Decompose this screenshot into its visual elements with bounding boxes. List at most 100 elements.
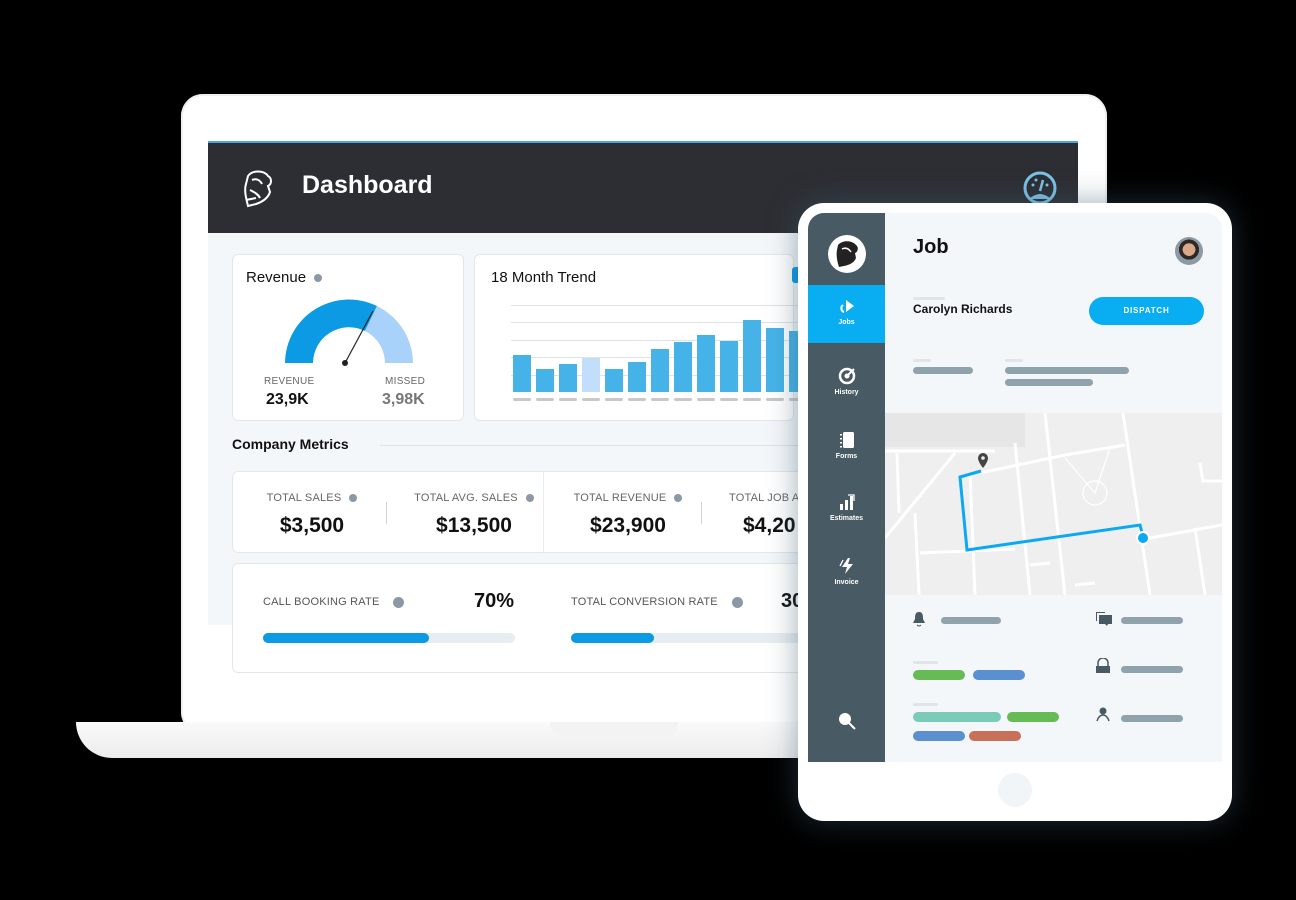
sidebar-item-estimates[interactable]: Estimates xyxy=(808,481,885,539)
chart-bar[interactable] xyxy=(582,358,600,392)
metric-total-sales: TOTAL SALES $3,500 xyxy=(257,492,367,538)
metric-label: TOTAL JOB AV xyxy=(729,492,807,504)
placeholder-pill xyxy=(1121,666,1183,673)
chart-bar[interactable] xyxy=(674,342,692,392)
placeholder-line xyxy=(1005,359,1023,362)
tag-green xyxy=(913,670,965,680)
revenue-gauge xyxy=(285,299,413,366)
map-pin-icon xyxy=(978,453,988,468)
chart-bar[interactable] xyxy=(628,362,646,392)
info-icon[interactable] xyxy=(674,494,683,503)
sidebar-item-label: Jobs xyxy=(838,319,855,326)
call-booking-rate-value: 70% xyxy=(474,590,515,612)
placeholder-pill xyxy=(941,617,1001,624)
tablet-frame: Jobs History Forms Estimates Invoice Job xyxy=(798,203,1232,821)
info-icon[interactable] xyxy=(525,494,534,503)
conversion-progress xyxy=(571,633,823,643)
placeholder-pill xyxy=(913,367,973,374)
divider xyxy=(701,502,702,524)
revenue-card-title: Revenue xyxy=(246,269,323,286)
tablet-home-button[interactable] xyxy=(998,773,1032,807)
tag-red xyxy=(969,731,1021,741)
tablet-sidebar: Jobs History Forms Estimates Invoice xyxy=(808,213,885,762)
placeholder-pill xyxy=(1005,379,1093,386)
chart-bar[interactable] xyxy=(605,368,623,392)
tag-blue xyxy=(973,670,1025,680)
progress-fill xyxy=(571,633,655,643)
brand-logo-icon[interactable] xyxy=(828,235,866,273)
placeholder-line xyxy=(913,703,938,706)
speedometer-icon[interactable] xyxy=(1023,171,1057,205)
sidebar-item-label: Invoice xyxy=(834,579,859,586)
tag-green xyxy=(1007,712,1059,722)
revenue-card: Revenue REVENUE 23,9K MISSED 3,98K xyxy=(232,254,464,421)
lock-icon[interactable] xyxy=(1095,658,1111,674)
chart-bar[interactable] xyxy=(697,334,715,392)
metric-total-job-avg: TOTAL JOB AV $4,20 xyxy=(729,492,849,538)
x-tick xyxy=(559,398,577,401)
divider xyxy=(543,472,544,554)
info-icon[interactable] xyxy=(393,596,405,608)
metric-label: TOTAL SALES xyxy=(266,492,342,504)
x-tick xyxy=(605,398,623,401)
placeholder-pill xyxy=(1121,715,1183,722)
placeholder-line xyxy=(913,359,931,362)
placeholder-line xyxy=(913,661,938,664)
x-tick xyxy=(582,398,600,401)
chat-icon[interactable] xyxy=(1095,611,1113,627)
sidebar-item-history[interactable]: History xyxy=(808,355,885,413)
tag-blue xyxy=(913,731,965,741)
metric-value: $23,900 xyxy=(590,514,666,537)
x-tick xyxy=(697,398,715,401)
placeholder-pill xyxy=(1005,367,1129,374)
x-tick xyxy=(720,398,738,401)
progress-fill xyxy=(263,633,430,643)
sidebar-item-jobs[interactable]: Jobs xyxy=(808,285,885,343)
info-icon[interactable] xyxy=(349,494,358,503)
target-icon xyxy=(838,367,855,385)
job-title: Job xyxy=(913,236,949,258)
info-icon[interactable] xyxy=(731,596,743,608)
chart-bar[interactable] xyxy=(651,349,669,392)
revenue-label: REVENUE xyxy=(264,376,315,387)
conversion-rate-label: TOTAL CONVERSION RATE xyxy=(571,596,743,608)
bar-chart-icon xyxy=(839,494,855,510)
missed-label: MISSED xyxy=(385,376,426,387)
placeholder-line xyxy=(913,297,945,300)
chart-bar[interactable] xyxy=(559,364,577,392)
sidebar-item-forms[interactable]: Forms xyxy=(808,419,885,477)
brand-logo-icon xyxy=(244,170,272,208)
metric-total-revenue: TOTAL REVENUE $23,900 xyxy=(567,492,689,538)
x-tick xyxy=(536,398,554,401)
trend-toggle-button[interactable] xyxy=(792,267,800,283)
chart-bar[interactable] xyxy=(766,327,784,392)
page-title: Dashboard xyxy=(302,171,433,199)
dispatch-button[interactable]: DISPATCH xyxy=(1089,297,1204,325)
person-icon[interactable] xyxy=(1095,706,1111,722)
route-map[interactable] xyxy=(885,413,1222,595)
call-booking-progress xyxy=(263,633,515,643)
metric-value: $13,500 xyxy=(436,514,512,537)
chart-bar[interactable] xyxy=(743,319,761,392)
user-avatar[interactable] xyxy=(1175,237,1203,265)
revenue-value: 23,9K xyxy=(266,391,309,408)
metric-value: $4,20 xyxy=(743,514,796,537)
notebook-icon xyxy=(839,432,854,448)
trend-card-title: 18 Month Trend xyxy=(491,269,597,286)
search-icon[interactable] xyxy=(837,711,857,731)
lightning-icon xyxy=(838,558,853,574)
play-refresh-icon xyxy=(839,300,854,313)
divider xyxy=(386,502,387,524)
x-tick xyxy=(743,398,761,401)
x-tick xyxy=(513,398,531,401)
sidebar-item-invoice[interactable]: Invoice xyxy=(808,545,885,603)
revenue-title-text: Revenue xyxy=(246,269,307,286)
x-tick xyxy=(628,398,646,401)
job-panel: Job Carolyn Richards DISPATCH xyxy=(885,213,1222,762)
bell-icon xyxy=(913,612,925,627)
info-icon[interactable] xyxy=(314,274,323,283)
chart-bar[interactable] xyxy=(720,340,738,392)
chart-bar[interactable] xyxy=(513,355,531,392)
chart-bar[interactable] xyxy=(536,368,554,392)
